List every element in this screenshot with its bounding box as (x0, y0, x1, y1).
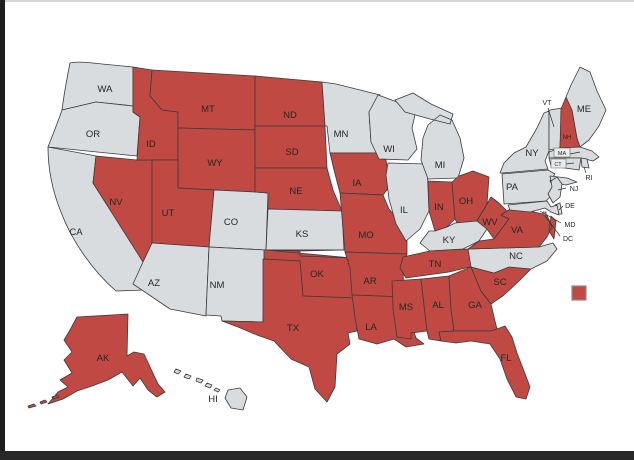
state-label-az: AZ (148, 278, 160, 289)
state-label-nm: NM (210, 280, 225, 291)
state-label-dc: DC (563, 236, 573, 243)
state-label-in: IN (434, 202, 444, 213)
callout-leader-lines (539, 107, 587, 237)
state-label-nv: NV (109, 197, 123, 208)
de-leader-line (558, 205, 564, 211)
state-ri (580, 157, 590, 169)
state-ak (27, 313, 166, 409)
state-label-oh: OH (459, 196, 473, 207)
state-label-me: ME (577, 104, 591, 115)
state-label-nd: ND (283, 110, 297, 121)
ma-label-chip (553, 147, 571, 158)
window-edge-bottom (0, 451, 634, 460)
state-label-hi: HI (208, 394, 218, 405)
state-il (385, 162, 430, 242)
state-label-md: MD (565, 222, 576, 229)
window-edge-left (0, 0, 5, 460)
state-label-ky: KY (443, 235, 456, 246)
state-label-ri: RI (586, 175, 593, 182)
state-md (507, 200, 560, 216)
state-label-sc: SC (493, 277, 506, 288)
state-label-co: CO (224, 217, 238, 228)
state-nc (467, 242, 558, 274)
state-label-id: ID (146, 139, 156, 150)
state-label-ms: MS (399, 302, 413, 313)
state-label-ct: CT (554, 162, 562, 168)
state-label-il: IL (400, 205, 408, 216)
state-label-ne: NE (289, 186, 302, 197)
state-hi (173, 368, 248, 411)
state-label-va: VA (511, 225, 524, 236)
state-label-sd: SD (285, 147, 298, 158)
state-label-ia: IA (353, 178, 363, 189)
state-tn (399, 248, 475, 279)
state-label-vt: VT (543, 100, 553, 107)
state-label-wi: WI (383, 144, 395, 155)
nj-leader-line (557, 187, 567, 191)
state-label-al: AL (432, 300, 444, 311)
state-label-pa: PA (506, 182, 519, 193)
state-fl (438, 325, 531, 400)
state-label-tx: TX (287, 323, 300, 334)
state-label-mt: MT (201, 104, 215, 115)
ri-leader-line (583, 166, 587, 174)
vt-leader-line (547, 107, 555, 128)
state-label-wy: WY (207, 158, 223, 169)
state-label-ma: MA (558, 151, 567, 157)
state-label-wv: WV (482, 217, 498, 228)
state-label-wa: WA (98, 84, 114, 95)
state-label-ut: UT (162, 208, 175, 219)
state-label-ak: AK (97, 353, 110, 364)
state-label-ar: AR (363, 276, 376, 287)
state-label-ny: NY (525, 148, 539, 159)
state-mi (394, 92, 465, 180)
state-label-ca: CA (69, 227, 83, 238)
state-me (565, 66, 607, 148)
state-label-la: LA (365, 322, 377, 333)
state-labels: WA OR CA NV ID MT WY UT CO AZ NM ND SD N… (69, 84, 592, 405)
state-label-or: OR (86, 129, 100, 140)
state-label-nh: NH (563, 135, 572, 141)
state-label-tn: TN (429, 259, 442, 270)
state-label-nj: NJ (570, 186, 579, 193)
state-label-ok: OK (310, 269, 324, 280)
ct-leader-line (565, 162, 575, 165)
state-co (208, 189, 269, 251)
ct-label-chip (550, 158, 567, 169)
state-label-ga: GA (468, 300, 482, 311)
legend-highlighted-swatch (571, 285, 587, 301)
md-leader-line (539, 210, 562, 224)
window-edge-top (0, 0, 634, 2)
state-label-fl: FL (500, 353, 511, 364)
state-label-nc: NC (509, 251, 523, 262)
state-label-mo: MO (358, 230, 373, 241)
state-ca (47, 146, 145, 292)
ma-leader-line (569, 151, 581, 155)
state-label-de: DE (565, 203, 575, 210)
state-label-mn: MN (334, 129, 349, 140)
state-nj (547, 176, 563, 204)
state-label-ks: KS (296, 229, 309, 240)
dc-leader-line (544, 215, 561, 237)
state-label-mi: MI (435, 160, 446, 171)
